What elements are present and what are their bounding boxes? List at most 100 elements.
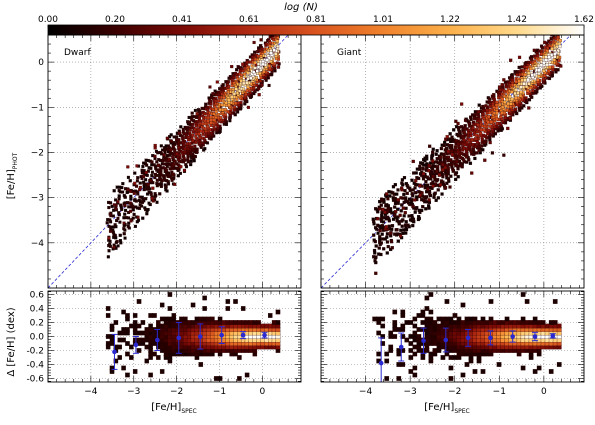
residual-cell: [540, 320, 546, 325]
residual-cell: [252, 320, 258, 325]
density-cell: [269, 59, 273, 64]
density-cell: [151, 181, 155, 185]
density-cell: [267, 83, 271, 88]
density-cell: [558, 38, 562, 43]
density-cell: [380, 224, 385, 228]
density-cell: [548, 65, 552, 69]
binned-mean-point: [155, 337, 160, 343]
density-cell: [450, 149, 454, 153]
residual-cell: [132, 337, 138, 343]
density-cell: [146, 182, 150, 186]
density-cell: [112, 203, 116, 207]
density-cell: [119, 203, 123, 207]
residual-cell: [428, 351, 434, 357]
density-cell: [194, 124, 198, 128]
density-cell: [144, 178, 148, 182]
density-cells: [321, 35, 572, 288]
density-cell: [523, 78, 527, 82]
density-cell: [252, 40, 256, 45]
density-cell: [226, 80, 230, 84]
colorbar: log (N) 0.00 0.20 0.41 0.61 0.81 1.01 1.22 1.42…: [38, 2, 594, 36]
density-cell: [548, 40, 553, 44]
density-cell: [236, 101, 240, 105]
density-cell: [398, 213, 402, 217]
density-cell: [171, 155, 175, 160]
density-cell: [411, 188, 415, 192]
density-cell: [510, 90, 514, 94]
density-cell: [193, 155, 197, 159]
density-cell: [539, 63, 544, 67]
density-cell: [425, 183, 430, 187]
density-cell: [399, 196, 403, 200]
density-cell: [164, 185, 168, 189]
density-cell: [502, 153, 506, 157]
density-cell: [386, 244, 390, 249]
binned-mean-point: [378, 360, 384, 366]
density-cell: [425, 162, 429, 166]
density-cell: [235, 73, 239, 77]
residual-cell: [129, 344, 134, 350]
density-cell: [550, 47, 554, 51]
density-cell: [372, 233, 376, 237]
density-cell: [393, 196, 397, 201]
density-cell: [429, 182, 433, 186]
residual-cell: [400, 362, 406, 367]
density-cell: [428, 192, 432, 196]
density-cell: [400, 181, 404, 185]
density-cell: [136, 215, 140, 219]
density-cell: [141, 216, 145, 220]
density-cell: [519, 85, 523, 89]
density-cell: [135, 190, 139, 194]
colorbar-tick-label: 1.42: [507, 15, 527, 25]
density-cell: [404, 206, 408, 210]
density-cell: [257, 87, 261, 91]
panel-0-y-tick-label: −1: [31, 103, 44, 113]
density-cell: [500, 83, 504, 87]
density-cell: [517, 79, 521, 83]
density-cell: [153, 143, 157, 148]
density-cell: [470, 138, 474, 142]
density-cell: [275, 61, 279, 65]
density-cell: [522, 82, 526, 86]
density-cell: [242, 79, 246, 83]
density-cell: [446, 169, 450, 173]
residual-cell: [532, 369, 538, 374]
density-cell: [162, 176, 166, 180]
density-cell: [197, 115, 201, 119]
density-cell: [189, 163, 193, 167]
residual-cell: [206, 316, 211, 322]
residual-cell: [556, 362, 562, 367]
density-cell: [400, 178, 405, 182]
density-cell: [455, 160, 459, 164]
density-cell: [276, 36, 280, 40]
density-cell: [395, 232, 399, 236]
density-cell: [228, 119, 232, 123]
density-cell: [393, 183, 397, 187]
density-cell: [474, 144, 478, 148]
density-cell: [445, 173, 449, 177]
density-cell: [140, 176, 144, 181]
density-cell: [485, 111, 489, 115]
density-cell: [177, 138, 181, 142]
residual-cell: [268, 323, 273, 329]
density-cell: [488, 108, 492, 112]
plot-panels: −4 −3 −2 −1 0 Dwarf Giant −4 −3 −2 −1 0 -0.6 -0.4 -0.2…: [26, 34, 585, 397]
residual-cell: [109, 323, 115, 329]
density-cell: [436, 188, 440, 192]
residual-cell: [380, 334, 386, 339]
density-cell: [476, 110, 481, 114]
density-cell: [155, 168, 159, 172]
residual-cell: [496, 320, 502, 325]
residual-cell: [159, 369, 165, 374]
density-cell: [453, 156, 457, 160]
residual-cell: [412, 330, 418, 336]
density-cell: [541, 77, 546, 81]
density-cell: [173, 142, 177, 146]
density-cell: [462, 138, 466, 142]
density-cell: [435, 149, 439, 153]
residual-0-y-tick-label: 0.2: [30, 319, 44, 329]
density-cell: [163, 162, 167, 166]
density-cell: [203, 122, 207, 126]
density-cell: [401, 218, 405, 222]
